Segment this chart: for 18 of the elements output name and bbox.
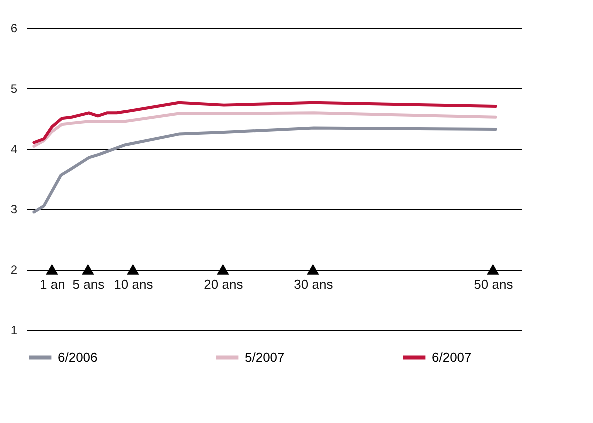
x-tick-label: 30 ans	[294, 277, 334, 292]
x-tick-label: 1 an	[40, 277, 66, 292]
line-series	[32, 112, 498, 148]
line-series	[32, 126, 498, 214]
y-tick-label: 2	[10, 263, 18, 278]
y-tick-label: 4	[10, 142, 18, 156]
y-tick-label: 1	[10, 324, 18, 338]
y-tick-label: 3	[10, 202, 18, 217]
line-series	[32, 101, 498, 144]
x-tick-label: 20 ans	[204, 277, 244, 292]
legend-label: 6/2006	[58, 350, 98, 365]
x-tick-label: 50 ans	[474, 277, 514, 292]
legend-label: 5/2007	[245, 350, 285, 365]
y-tick-label: 6	[10, 22, 18, 36]
y-tick-label: 5	[10, 82, 18, 96]
x-tick-label: 5 ans	[72, 277, 106, 292]
x-tick-label: 10 ans	[114, 277, 154, 292]
legend-label: 6/2007	[432, 350, 472, 365]
